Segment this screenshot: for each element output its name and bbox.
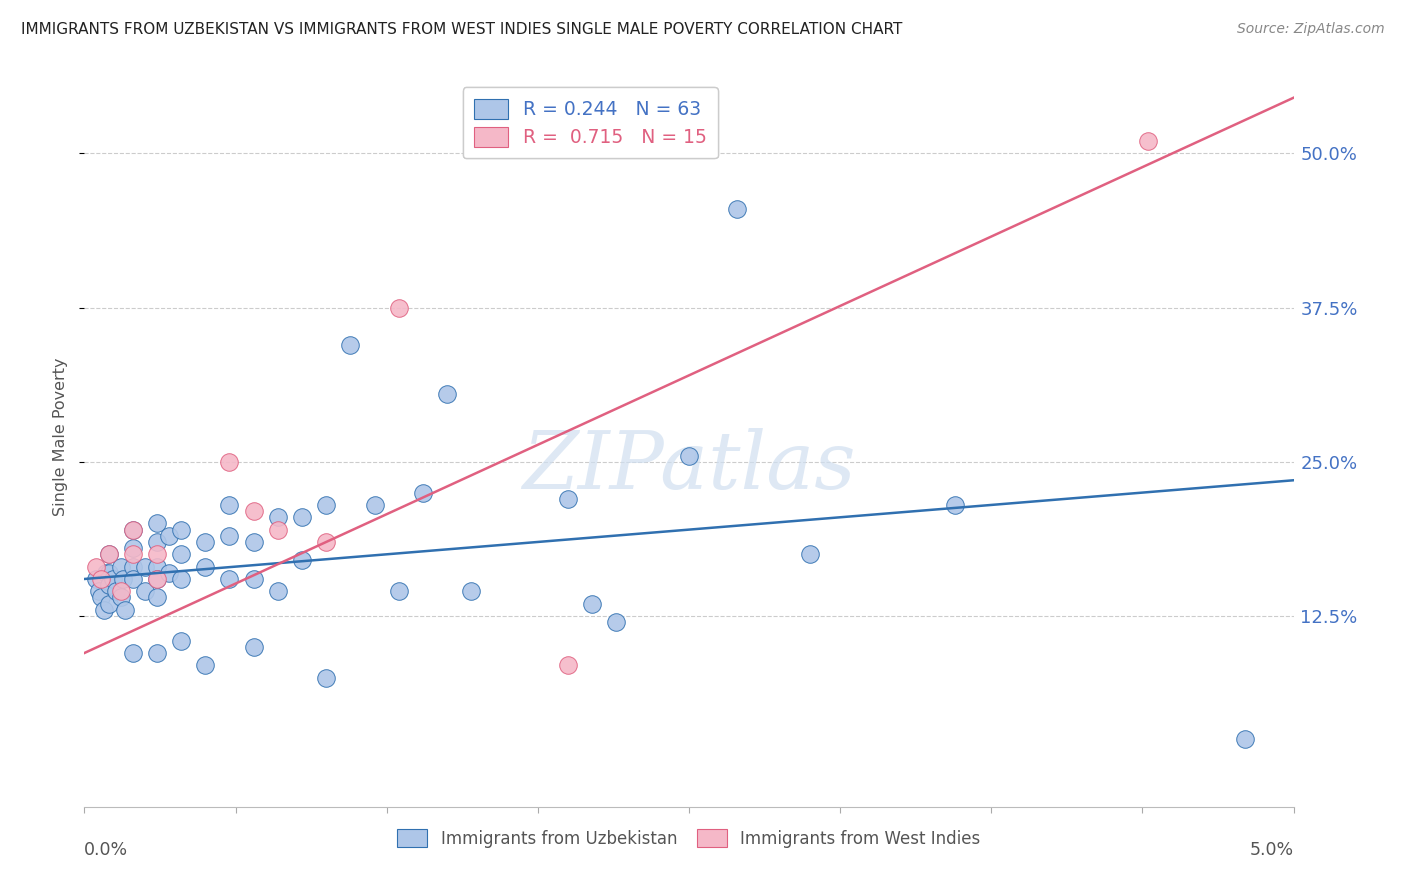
Point (1137, 134, 1160, 148)
Point (725, 202, 748, 216)
Point (170, 547, 193, 561)
Point (121, 646, 143, 660)
Text: 5.0%: 5.0% (1250, 840, 1294, 859)
Point (157, 529, 180, 543)
Point (678, 449, 700, 463)
Point (267, 510, 290, 524)
Point (157, 566, 180, 580)
Point (170, 523, 193, 537)
Text: IMMIGRANTS FROM UZBEKISTAN VS IMMIGRANTS FROM WEST INDIES SINGLE MALE POVERTY CO: IMMIGRANTS FROM UZBEKISTAN VS IMMIGRANTS… (21, 22, 903, 37)
Point (412, 485, 434, 500)
Point (218, 498, 240, 512)
Point (104, 584, 127, 599)
Point (121, 572, 143, 586)
Point (339, 337, 361, 351)
Point (146, 535, 169, 549)
Point (90, 572, 112, 586)
Point (121, 523, 143, 537)
Point (121, 559, 143, 574)
Point (218, 455, 240, 469)
Point (93, 603, 115, 617)
Point (799, 547, 821, 561)
Point (170, 633, 193, 648)
Point (146, 572, 169, 586)
Point (363, 498, 385, 512)
Point (110, 591, 132, 605)
Point (194, 559, 217, 574)
Point (146, 591, 169, 605)
Point (1234, 732, 1257, 747)
Point (121, 541, 143, 555)
Point (194, 658, 217, 673)
Text: Source: ZipAtlas.com: Source: ZipAtlas.com (1237, 22, 1385, 37)
Point (267, 523, 290, 537)
Point (388, 301, 411, 315)
Point (90, 591, 112, 605)
Point (267, 584, 290, 599)
Point (134, 584, 156, 599)
Point (388, 584, 411, 599)
Point (134, 559, 156, 574)
Point (170, 572, 193, 586)
Point (315, 671, 337, 685)
Point (97, 547, 120, 561)
Legend: Immigrants from Uzbekistan, Immigrants from West Indies: Immigrants from Uzbekistan, Immigrants f… (391, 822, 987, 855)
Point (242, 504, 264, 518)
Point (112, 572, 135, 586)
Point (943, 498, 966, 512)
Point (194, 535, 217, 549)
Point (146, 572, 169, 586)
Point (242, 535, 264, 549)
Point (146, 516, 169, 531)
Point (146, 547, 169, 561)
Point (110, 584, 132, 599)
Point (242, 572, 264, 586)
Point (291, 553, 314, 567)
Text: ZIPatlas: ZIPatlas (522, 428, 856, 506)
Point (218, 529, 240, 543)
Point (97, 578, 120, 592)
Point (315, 535, 337, 549)
Point (291, 510, 314, 524)
Point (121, 547, 143, 561)
Point (242, 640, 264, 654)
Point (218, 572, 240, 586)
Point (146, 646, 169, 660)
Point (86, 572, 108, 586)
Point (110, 559, 132, 574)
Point (121, 523, 143, 537)
Point (97, 566, 120, 580)
Point (86, 559, 108, 574)
Point (557, 658, 579, 673)
Point (436, 387, 458, 401)
Point (87, 584, 110, 599)
Point (315, 498, 337, 512)
Point (581, 597, 603, 611)
Point (97, 597, 120, 611)
Point (97, 547, 120, 561)
Point (605, 615, 627, 630)
Text: 0.0%: 0.0% (84, 840, 128, 859)
Point (103, 572, 125, 586)
Point (460, 584, 482, 599)
Y-axis label: Single Male Poverty: Single Male Poverty (53, 358, 69, 516)
Point (146, 559, 169, 574)
Point (557, 491, 579, 506)
Point (114, 603, 136, 617)
Point (94, 566, 117, 580)
